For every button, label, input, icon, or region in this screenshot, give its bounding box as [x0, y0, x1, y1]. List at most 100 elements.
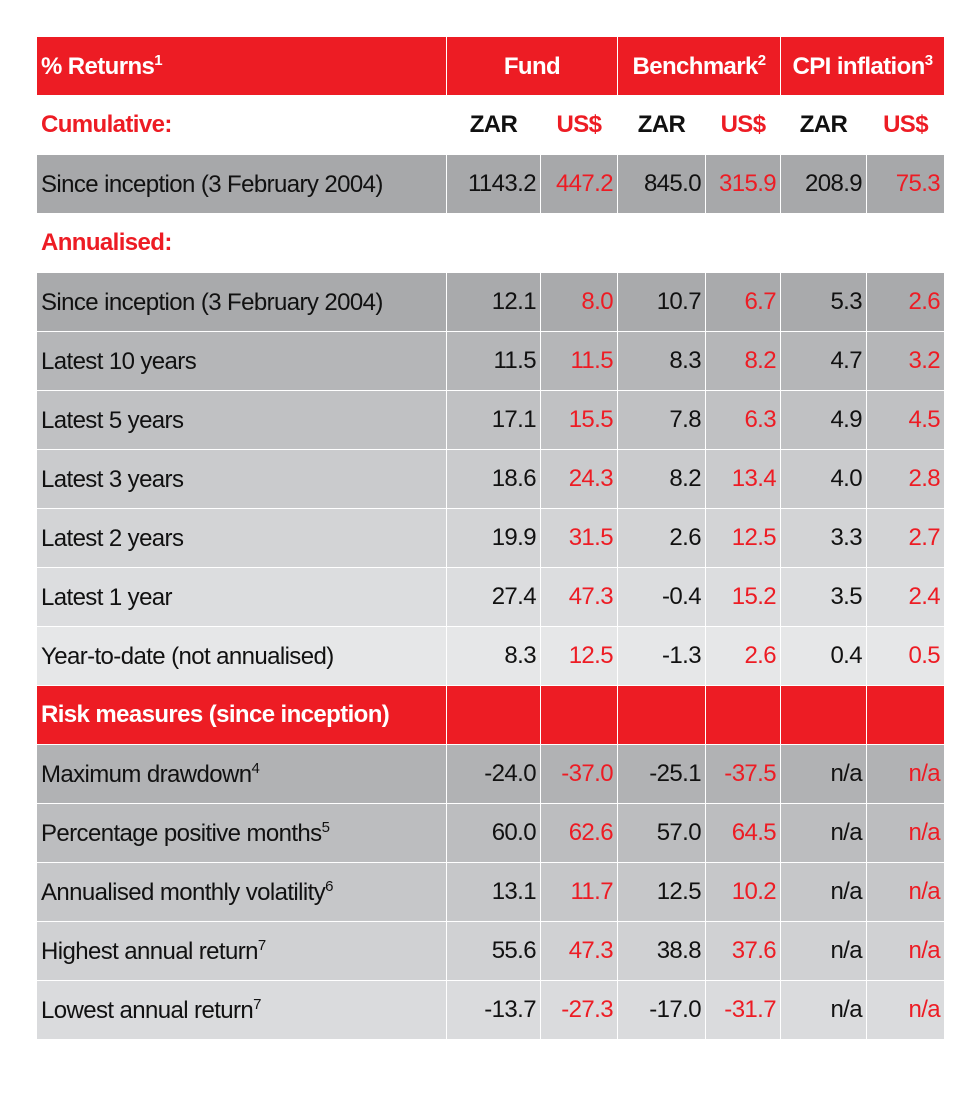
value-cell: 8.2 [617, 449, 706, 509]
section-header-annualised: Annualised: [36, 213, 946, 273]
row-label-text: Highest annual return [41, 937, 258, 965]
section-header-cumulative: Cumulative: ZAR US$ ZAR US$ ZAR US$ [36, 95, 946, 155]
value-cell: n/a [780, 862, 868, 922]
value-cell: 5.3 [780, 272, 868, 332]
value-cell: 208.9 [780, 154, 868, 214]
empty-cell [866, 685, 946, 745]
table-row: Year-to-date (not annualised) 8.3 12.5 -1.3… [36, 626, 946, 686]
footnote-marker: 5 [321, 818, 330, 836]
value-cell: 3.5 [780, 567, 868, 627]
currency-header: US$ [704, 95, 782, 155]
value-cell: 3.2 [866, 331, 946, 391]
value-cell: 13.4 [704, 449, 782, 509]
value-cell: n/a [780, 921, 868, 981]
table-row: Highest annual return7 55.6 47.3 38.8 37.6 n/… [36, 921, 946, 981]
row-label-text: Lowest annual return [41, 996, 254, 1024]
row-label: Highest annual return7 [36, 921, 447, 981]
value-cell: 75.3 [866, 154, 946, 214]
section-label: Cumulative: [36, 95, 447, 155]
table-row: Percentage positive months5 60.0 62.6 57.0 6… [36, 803, 946, 863]
value-cell: 12.5 [540, 626, 618, 686]
currency-header: US$ [540, 95, 618, 155]
value-cell: -31.7 [704, 980, 782, 1040]
value-cell: 11.5 [540, 331, 618, 391]
value-cell: -27.3 [540, 980, 618, 1040]
currency-header: US$ [866, 95, 946, 155]
value-cell: 64.5 [704, 803, 782, 863]
value-cell: 2.6 [617, 508, 706, 568]
value-cell: n/a [866, 744, 946, 804]
value-cell: 845.0 [617, 154, 706, 214]
value-cell: -37.0 [540, 744, 618, 804]
footnote-marker: 4 [251, 759, 260, 777]
value-cell: -25.1 [617, 744, 706, 804]
value-cell: 13.1 [446, 862, 541, 922]
value-cell: 4.5 [866, 390, 946, 450]
row-label-text: Since inception (3 February 2004) [41, 170, 383, 198]
table-row: Latest 1 year 27.4 47.3 -0.4 15.2 3.5 2.4 [36, 567, 946, 627]
row-label-text: Latest 5 years [41, 406, 184, 434]
row-label: Latest 1 year [36, 567, 447, 627]
value-cell: n/a [866, 862, 946, 922]
value-cell: 10.2 [704, 862, 782, 922]
section-label: Annualised: [36, 213, 447, 273]
row-label: Latest 5 years [36, 390, 447, 450]
value-cell: 60.0 [446, 803, 541, 863]
column-group-label: Fund [503, 52, 561, 80]
value-cell: 2.4 [866, 567, 946, 627]
value-cell: 18.6 [446, 449, 541, 509]
row-label: Since inception (3 February 2004) [36, 272, 447, 332]
row-label: Latest 10 years [36, 331, 447, 391]
table-row: Since inception (3 February 2004) 1143.2 4… [36, 154, 946, 214]
row-label-text: Latest 2 years [41, 524, 184, 552]
empty-cell [866, 213, 946, 273]
row-label: Annualised monthly volatility6 [36, 862, 447, 922]
value-cell: n/a [780, 803, 868, 863]
value-cell: 2.8 [866, 449, 946, 509]
value-cell: 12.1 [446, 272, 541, 332]
column-group-header: CPI inflation3 [780, 36, 946, 96]
row-label-text: Latest 3 years [41, 465, 184, 493]
value-cell: 11.7 [540, 862, 618, 922]
row-label-text: Percentage positive months [41, 819, 322, 847]
value-cell: n/a [866, 803, 946, 863]
empty-cell [446, 213, 541, 273]
header-title-text: % Returns [41, 52, 155, 80]
row-label-text: Maximum drawdown [41, 760, 252, 788]
table-row: Maximum drawdown4 -24.0 -37.0 -25.1 -37.5 n/a… [36, 744, 946, 804]
value-cell: 6.3 [704, 390, 782, 450]
table-row: Latest 2 years 19.9 31.5 2.6 12.5 3.3 2.7 [36, 508, 946, 568]
value-cell: 8.0 [540, 272, 618, 332]
footnote-marker: 3 [924, 51, 933, 69]
column-group-label: CPI inflation [792, 52, 926, 80]
row-label-text: Annualised monthly volatility [41, 878, 326, 906]
value-cell: -37.5 [704, 744, 782, 804]
row-label-text: Since inception (3 February 2004) [41, 288, 383, 316]
empty-cell [446, 685, 541, 745]
value-cell: 12.5 [704, 508, 782, 568]
value-cell: 47.3 [540, 921, 618, 981]
row-label: Latest 3 years [36, 449, 447, 509]
table-row: Since inception (3 February 2004) 12.1 8.0… [36, 272, 946, 332]
row-label: Lowest annual return7 [36, 980, 447, 1040]
row-label-text: Year-to-date (not annualised) [41, 642, 334, 670]
value-cell: 0.5 [866, 626, 946, 686]
value-cell: 2.7 [866, 508, 946, 568]
empty-cell [540, 685, 618, 745]
value-cell: -24.0 [446, 744, 541, 804]
value-cell: 2.6 [866, 272, 946, 332]
empty-cell [704, 213, 782, 273]
value-cell: 0.4 [780, 626, 868, 686]
value-cell: 15.5 [540, 390, 618, 450]
section-header-risk: Risk measures (since inception) [36, 685, 946, 745]
currency-header: ZAR [617, 95, 706, 155]
value-cell: 6.7 [704, 272, 782, 332]
value-cell: 17.1 [446, 390, 541, 450]
value-cell: n/a [866, 921, 946, 981]
value-cell: 8.2 [704, 331, 782, 391]
value-cell: 2.6 [704, 626, 782, 686]
value-cell: 8.3 [617, 331, 706, 391]
value-cell: -1.3 [617, 626, 706, 686]
table-row: Latest 10 years 11.5 11.5 8.3 8.2 4.7 3.2 [36, 331, 946, 391]
value-cell: 11.5 [446, 331, 541, 391]
